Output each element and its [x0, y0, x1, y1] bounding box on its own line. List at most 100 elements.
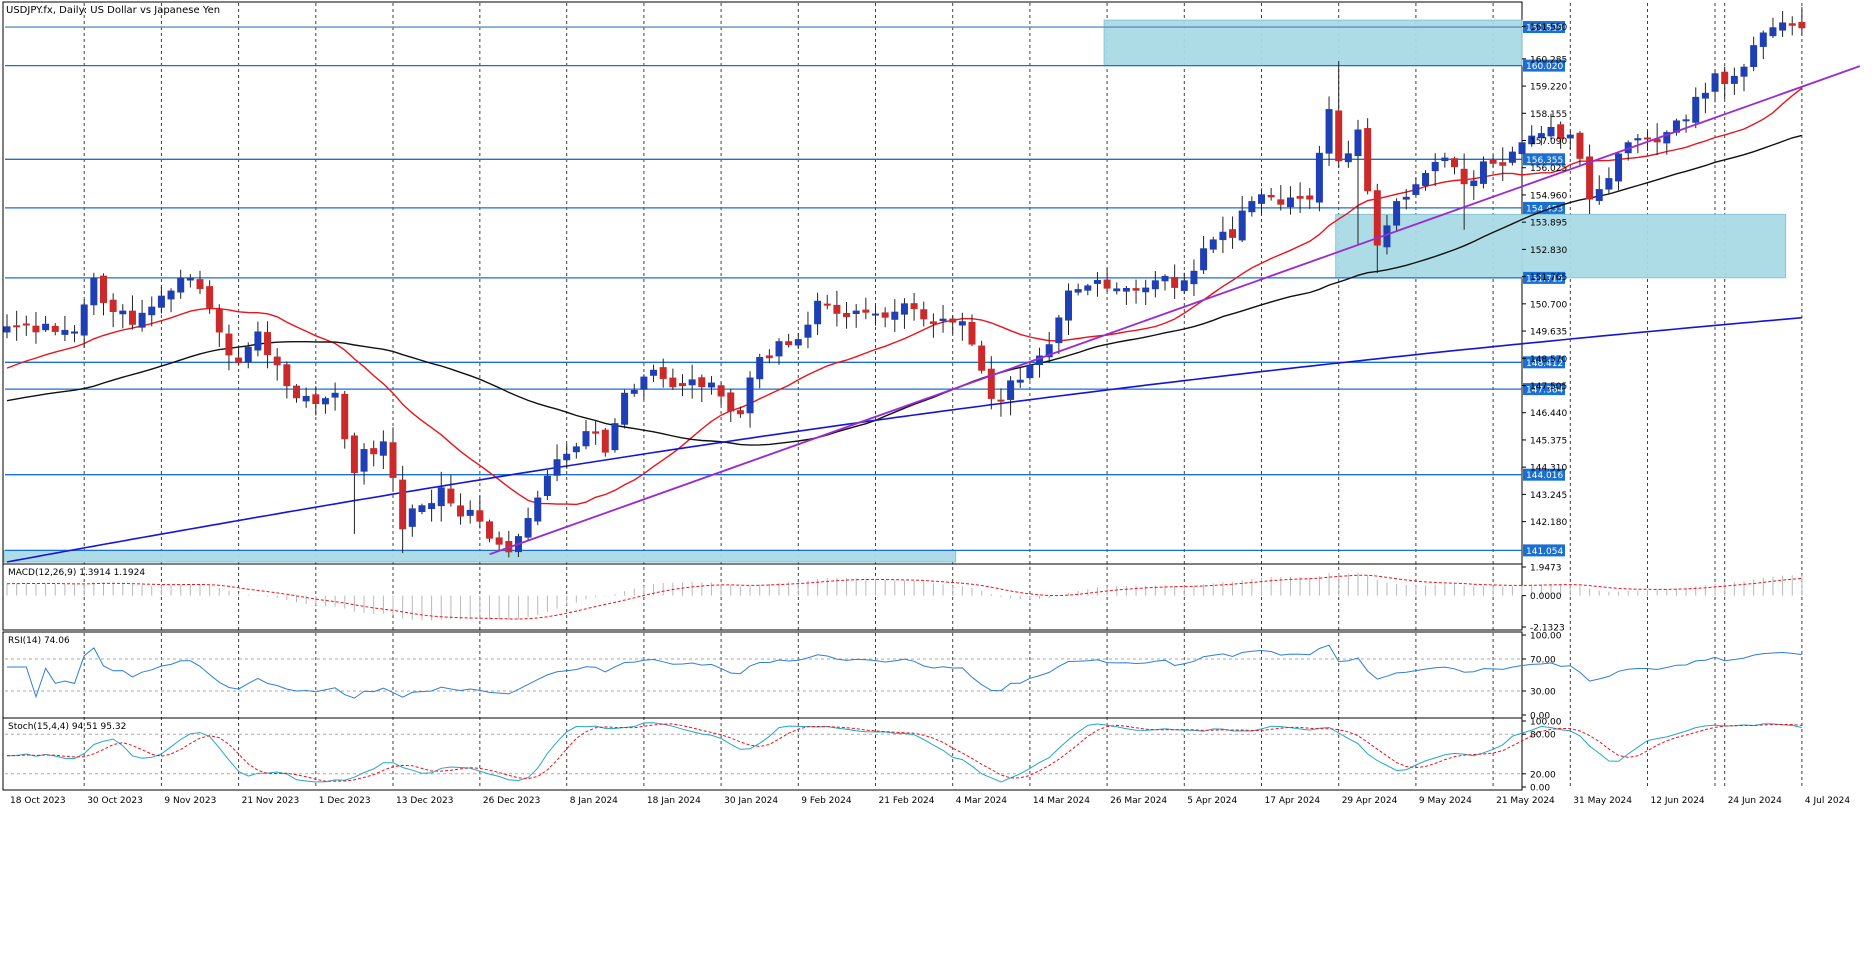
candle-body	[717, 385, 725, 397]
candle-body	[1441, 157, 1449, 162]
candle-body	[949, 318, 957, 323]
level-price-label: 161.529	[1526, 24, 1563, 34]
x-tick-label: 17 Apr 2024	[1265, 796, 1321, 806]
candle-body	[80, 304, 88, 336]
candle-body	[1479, 161, 1487, 184]
x-tick-label: 1 Dec 2023	[319, 796, 371, 806]
time-axis: 18 Oct 2023 30 Oct 2023 9 Nov 2023 21 Nov 2…	[10, 796, 1850, 806]
candle-body	[746, 377, 754, 414]
candle-body	[1470, 180, 1478, 187]
candle-body	[563, 453, 571, 461]
candle-body	[852, 310, 860, 314]
candle-body	[592, 431, 600, 434]
candle-body	[1258, 194, 1265, 204]
candle-body	[447, 488, 455, 504]
candle-body	[90, 277, 98, 306]
candle-body	[1595, 189, 1603, 201]
candle-body	[167, 290, 175, 300]
candle-body	[22, 323, 30, 326]
y-tick-label: 154.960	[1530, 191, 1567, 201]
candle-body	[1663, 132, 1671, 144]
trendline-segment	[489, 65, 1861, 556]
candle-body	[379, 441, 387, 456]
candle-body	[1344, 153, 1352, 163]
candle-body	[457, 505, 465, 517]
stoch-label: Stoch(15,4,4) 94.51 95.32	[8, 722, 126, 732]
x-tick-label: 8 Jan 2024	[570, 796, 618, 806]
candle-body	[1383, 225, 1391, 248]
candle-body	[1576, 132, 1584, 159]
x-tick-label: 4 Mar 2024	[956, 796, 1008, 806]
stoch-k-line	[6, 722, 1803, 783]
candle-body	[1518, 142, 1526, 155]
main-frame	[2, 1, 1523, 565]
level-price-tag	[1523, 383, 1565, 396]
rsi-tick-label: 0.00	[1530, 712, 1550, 722]
macd-signal-line	[6, 574, 1802, 620]
level-price-tag	[1523, 544, 1565, 557]
level-price-label: 154.453	[1526, 204, 1563, 214]
x-tick-label: 31 May 2024	[1573, 796, 1632, 806]
candle-body	[1026, 364, 1034, 379]
candle-body	[1721, 71, 1729, 85]
candle-body	[1113, 288, 1121, 292]
candle-body	[437, 487, 445, 507]
candle-body	[1422, 172, 1430, 187]
stoch-d-line	[6, 723, 1802, 782]
horizontal-levels[interactable]: 161.529 160.020 156.355 154.453 151.715 148.4…	[5, 21, 1565, 557]
candle-body	[524, 518, 532, 538]
candle-body	[1219, 231, 1227, 241]
candle-body	[1402, 196, 1410, 200]
candle-body	[640, 376, 648, 390]
candle-body	[833, 304, 841, 314]
candle-body	[408, 508, 416, 527]
candle-body	[794, 339, 802, 346]
x-tick-label: 21 Nov 2023	[242, 796, 300, 806]
trendline[interactable]	[489, 65, 1861, 556]
rsi-label: RSI(14) 74.06	[8, 636, 70, 646]
y-tick-label: 147.505	[1530, 382, 1567, 392]
level-price-label: 156.355	[1526, 156, 1563, 166]
rsi-tick-label: 100.00	[1530, 632, 1562, 642]
candle-body	[100, 275, 107, 303]
candle-body	[900, 303, 908, 315]
level-price-tag	[1523, 271, 1565, 284]
candle-body	[1171, 277, 1179, 288]
level-price-label: 144.016	[1526, 471, 1563, 481]
candle-body	[1634, 138, 1642, 141]
candle-body	[273, 356, 281, 366]
level-price-tag	[1523, 201, 1565, 214]
candle-body	[1557, 124, 1565, 140]
candle-body	[71, 331, 79, 334]
candle-body	[621, 392, 629, 425]
candle-body	[765, 355, 773, 359]
candle-body	[283, 364, 291, 387]
macd-label: MACD(12,26,9) 1.3914 1.1924	[8, 568, 145, 578]
candle-body	[42, 323, 50, 331]
candle-body	[1644, 137, 1651, 140]
candle-body	[1566, 134, 1574, 139]
candle-body	[148, 306, 156, 316]
rsi-tick-label: 70.00	[1530, 656, 1556, 666]
candle-body	[128, 310, 136, 325]
x-tick-label: 29 Apr 2024	[1342, 796, 1398, 806]
candle-body	[968, 321, 976, 345]
candle-body	[582, 431, 590, 447]
ma-mid-line	[6, 134, 1803, 446]
candle-body	[1364, 128, 1372, 192]
macd-tick-label: -2.1323	[1530, 624, 1565, 634]
candle-body	[1315, 152, 1323, 203]
x-tick-label: 9 May 2024	[1419, 796, 1472, 806]
x-tick-label: 26 Dec 2023	[483, 796, 540, 806]
candle-body	[1653, 138, 1661, 143]
x-tick-label: 4 Jul 2024	[1805, 796, 1850, 806]
macd-tick-label: 1.9473	[1530, 564, 1562, 574]
candle-body	[1335, 110, 1343, 162]
candle-body	[891, 311, 899, 320]
level-price-label: 160.020	[1526, 62, 1563, 72]
level-price-label: 141.054	[1526, 547, 1563, 557]
candle-body	[3, 326, 11, 333]
candle-body	[1190, 270, 1198, 285]
x-tick-label: 5 Apr 2024	[1187, 796, 1237, 806]
candle-body	[1161, 275, 1169, 282]
